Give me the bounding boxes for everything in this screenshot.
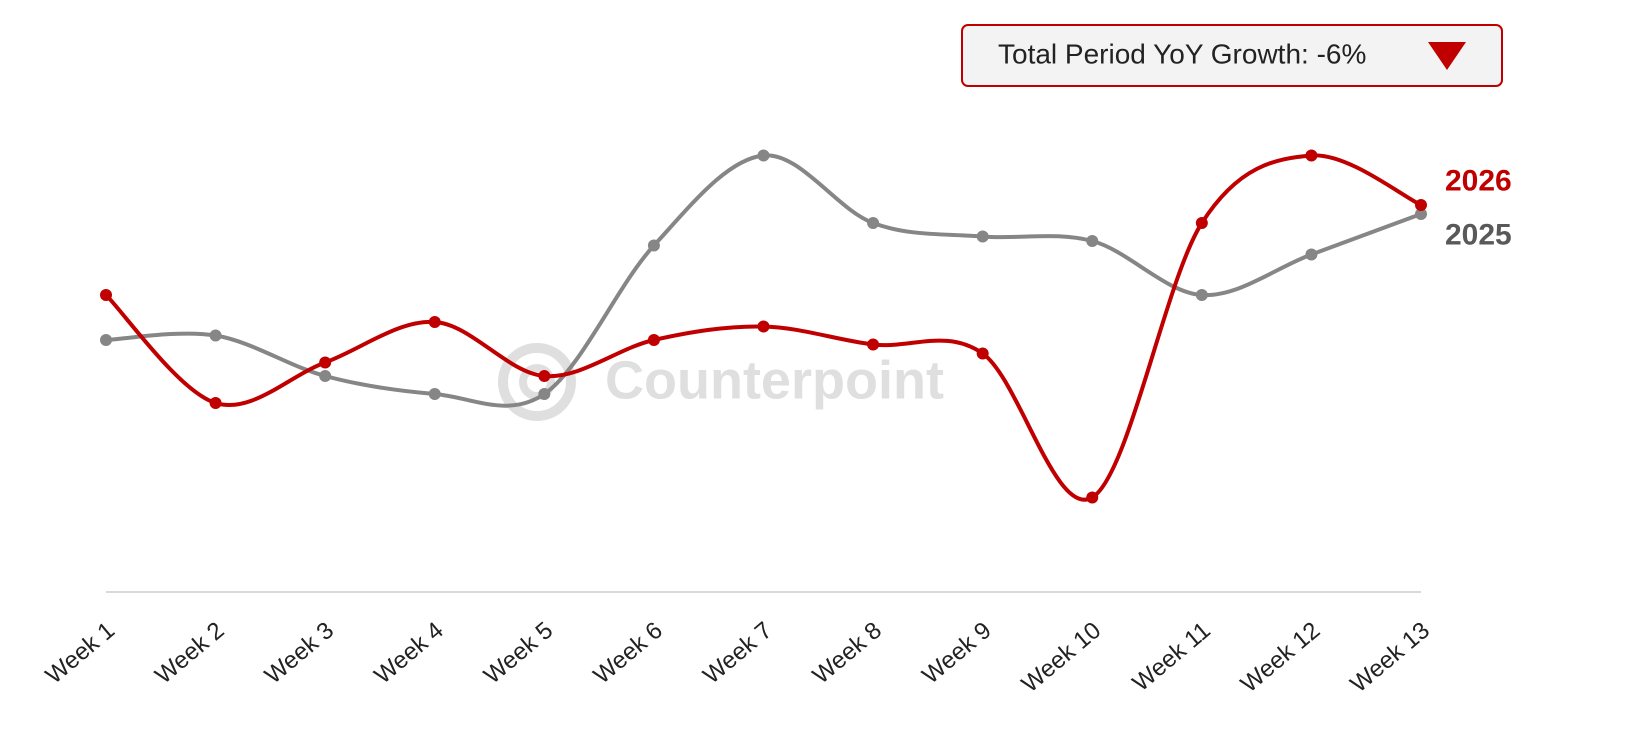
- data-point: [428, 316, 441, 328]
- data-point: [538, 370, 551, 382]
- data-point: [209, 329, 222, 342]
- annotation-badge: Total Period YoY Growth: -6%: [961, 24, 1503, 87]
- x-tick-label: Week 9: [917, 617, 996, 690]
- data-point: [1086, 235, 1099, 247]
- data-point: [1195, 289, 1208, 301]
- data-point: [1195, 217, 1208, 229]
- data-point: [209, 397, 222, 409]
- x-tick-label: Week 5: [479, 617, 558, 690]
- data-point: [647, 239, 660, 252]
- x-tick-label: Week 8: [808, 617, 887, 690]
- down-arrow: [1428, 42, 1466, 70]
- watermark-text: Counterpoint: [605, 350, 944, 410]
- data-point: [100, 334, 112, 346]
- x-tick-label: Week 1: [41, 617, 120, 690]
- x-tick-label: Week 3: [260, 617, 339, 690]
- data-point: [757, 149, 770, 162]
- x-tick-label: Week 7: [698, 617, 777, 690]
- x-tick-label: Week 12: [1236, 617, 1326, 698]
- x-tick-label: Week 4: [369, 617, 448, 690]
- legend-label: 2026: [1445, 164, 1512, 197]
- watermark-logo: [519, 364, 555, 400]
- data-point: [1415, 199, 1427, 211]
- data-point: [538, 388, 551, 400]
- watermark-logo: [498, 343, 576, 421]
- data-point: [319, 356, 332, 369]
- legend-label: 2025: [1445, 218, 1512, 251]
- x-tick-label: Week 13: [1345, 617, 1435, 698]
- data-point: [319, 370, 332, 382]
- x-tick-label: Week 6: [588, 617, 667, 690]
- data-point: [1305, 149, 1318, 162]
- badge-text: Total Period YoY Growth: -6%: [998, 38, 1366, 69]
- x-tick-label: Week 2: [150, 617, 229, 690]
- data-point: [428, 388, 441, 400]
- badge-box: [961, 24, 1503, 87]
- x-tick-label: Week 11: [1128, 617, 1216, 697]
- data-point: [100, 289, 112, 301]
- data-point: [867, 217, 880, 229]
- x-tick-label: Week 10: [1017, 617, 1107, 698]
- watermark: Counterpoint: [498, 343, 944, 421]
- data-point: [647, 334, 660, 346]
- data-point: [1086, 491, 1099, 504]
- data-point: [976, 230, 989, 243]
- data-point: [757, 320, 770, 333]
- data-point: [867, 338, 880, 351]
- data-point: [976, 347, 989, 360]
- data-point: [1305, 248, 1318, 261]
- data-point: [1415, 208, 1427, 220]
